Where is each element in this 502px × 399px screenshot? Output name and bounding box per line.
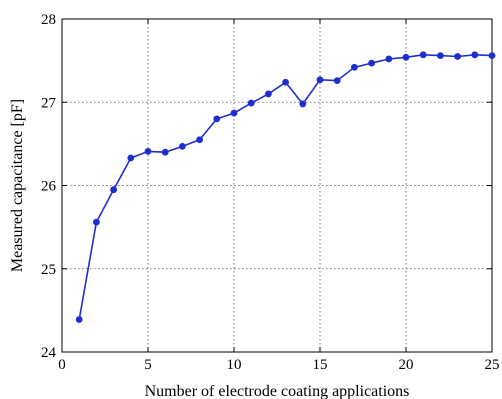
data-point xyxy=(368,59,375,67)
data-point xyxy=(127,154,135,162)
data-point xyxy=(75,316,83,323)
data-point xyxy=(161,148,169,156)
data-point xyxy=(213,115,221,123)
axis-ticks xyxy=(61,18,493,353)
data-point xyxy=(93,218,100,226)
data-point xyxy=(402,53,410,61)
x-axis-label: Number of electrode coating applications xyxy=(145,383,410,399)
y-tick-label: 27 xyxy=(41,95,57,111)
data-point xyxy=(471,51,479,59)
data-point xyxy=(299,100,307,108)
data-point xyxy=(385,55,393,63)
data-point xyxy=(282,78,289,86)
y-tick-label: 25 xyxy=(41,262,56,278)
x-tick-label: 15 xyxy=(313,357,328,373)
x-tick-label: 20 xyxy=(399,357,414,373)
data-point xyxy=(419,51,427,59)
y-axis-label: Measured capacitance [pF] xyxy=(9,99,26,272)
data-point xyxy=(488,52,496,60)
grid-lines xyxy=(62,19,492,352)
series-layer xyxy=(75,51,496,323)
data-point xyxy=(144,147,152,155)
y-tick-label: 28 xyxy=(41,12,56,28)
tick-labels: 0 5 10 15 20 25 24 25 26 27 28 xyxy=(41,12,500,373)
data-point xyxy=(316,76,324,84)
x-tick-label: 5 xyxy=(144,357,152,373)
data-point xyxy=(437,52,444,60)
data-point xyxy=(454,53,461,60)
y-tick-label: 26 xyxy=(41,179,57,195)
data-point xyxy=(196,136,204,144)
data-point xyxy=(110,186,117,194)
data-point xyxy=(230,109,238,117)
data-point xyxy=(333,77,341,85)
x-tick-label: 0 xyxy=(58,357,66,373)
data-point xyxy=(265,90,272,98)
data-point xyxy=(247,99,255,107)
y-tick-label: 24 xyxy=(41,345,57,361)
x-tick-label: 25 xyxy=(485,357,500,373)
data-point xyxy=(351,63,358,71)
x-tick-label: 10 xyxy=(227,357,242,373)
data-point xyxy=(179,142,186,150)
